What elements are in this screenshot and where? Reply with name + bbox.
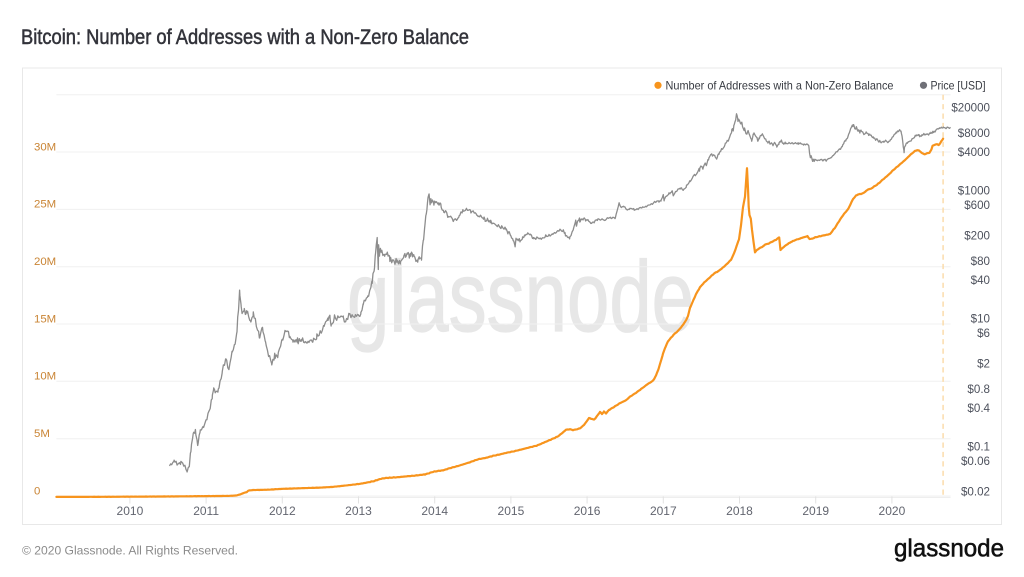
svg-text:2014: 2014	[421, 504, 448, 518]
svg-text:30M: 30M	[34, 141, 56, 153]
svg-text:glassnode: glassnode	[894, 535, 1004, 563]
svg-text:2020: 2020	[879, 504, 906, 518]
svg-text:$20000: $20000	[951, 101, 990, 114]
svg-text:Price [USD]: Price [USD]	[931, 79, 986, 93]
svg-text:25M: 25M	[34, 199, 56, 211]
svg-text:$0.02: $0.02	[961, 485, 990, 498]
svg-text:2017: 2017	[650, 504, 677, 518]
svg-text:$0.06: $0.06	[961, 455, 990, 468]
svg-text:© 2020 Glassnode. All Rights R: © 2020 Glassnode. All Rights Reserved.	[22, 544, 238, 558]
svg-text:$0.1: $0.1	[967, 441, 990, 454]
svg-text:$80: $80	[971, 255, 990, 268]
svg-text:$600: $600	[964, 199, 990, 212]
svg-text:$1000: $1000	[958, 185, 990, 198]
svg-text:Number of Addresses with a Non: Number of Addresses with a Non-Zero Bala…	[666, 79, 894, 93]
svg-text:10M: 10M	[34, 371, 56, 383]
svg-text:glassnode: glassnode	[347, 241, 694, 353]
svg-text:2010: 2010	[117, 504, 144, 518]
svg-text:$0.4: $0.4	[967, 402, 990, 415]
svg-text:2018: 2018	[726, 504, 753, 518]
svg-text:0: 0	[34, 485, 40, 497]
svg-text:$8000: $8000	[958, 127, 990, 140]
svg-text:2012: 2012	[269, 504, 296, 518]
svg-text:5M: 5M	[34, 428, 50, 440]
svg-text:$6: $6	[977, 327, 990, 340]
svg-text:2011: 2011	[193, 504, 219, 518]
svg-text:2015: 2015	[498, 504, 525, 518]
svg-text:$200: $200	[964, 229, 990, 242]
svg-text:2016: 2016	[574, 504, 601, 518]
svg-text:$40: $40	[971, 274, 990, 287]
svg-text:Bitcoin: Number of Addresses w: Bitcoin: Number of Addresses with a Non-…	[21, 26, 469, 49]
svg-text:$2: $2	[977, 357, 990, 370]
svg-text:2013: 2013	[345, 504, 372, 518]
svg-text:$4000: $4000	[958, 146, 990, 159]
svg-text:2019: 2019	[802, 504, 829, 518]
svg-text:20M: 20M	[34, 256, 56, 268]
svg-text:$0.8: $0.8	[967, 383, 990, 396]
svg-text:15M: 15M	[34, 313, 56, 325]
svg-text:$10: $10	[971, 313, 990, 326]
